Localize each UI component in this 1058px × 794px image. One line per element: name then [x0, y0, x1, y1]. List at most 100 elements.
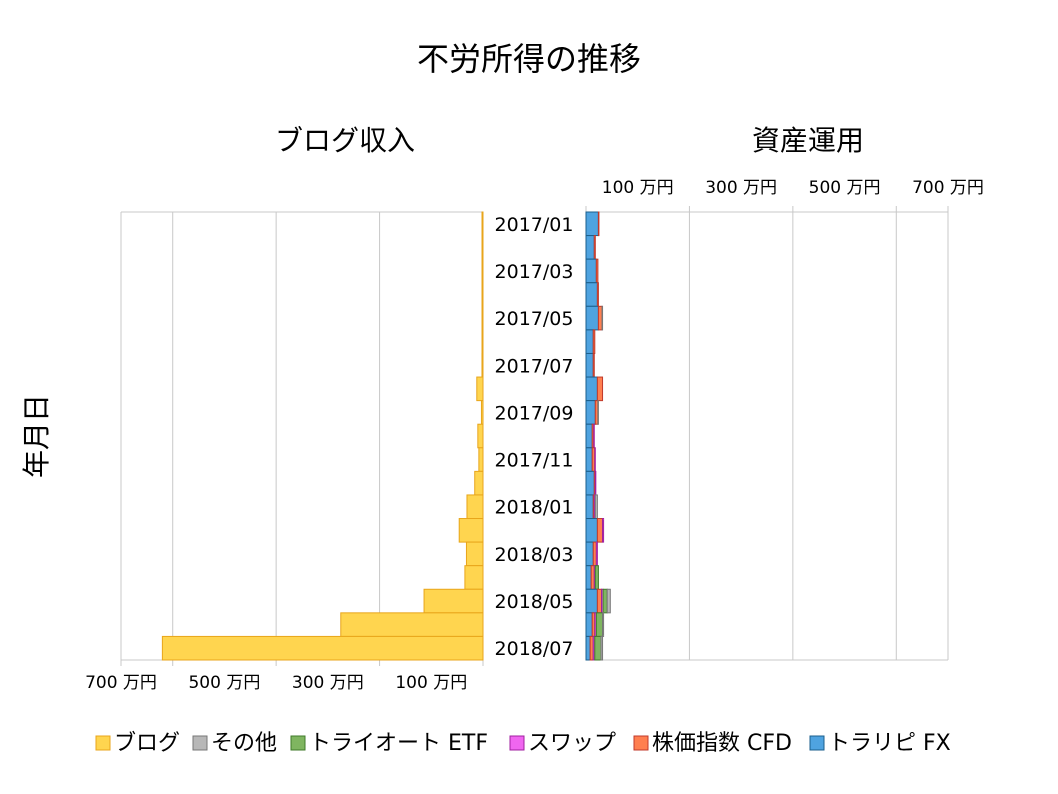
left-tick-label: 100 万円: [395, 673, 467, 693]
left-tick-label: 700 万円: [85, 673, 157, 693]
date-tick-label: 2017/01: [495, 214, 574, 236]
left-tick-labels: 700 万円 500 万円 300 万円 100 万円: [85, 673, 467, 693]
investment-bar: [585, 423, 593, 449]
investment-bar: [592, 352, 595, 378]
investment-bar: [597, 305, 603, 331]
blog-bar: [481, 282, 484, 307]
legend-swatch: [809, 735, 825, 751]
blog-bar: [481, 258, 484, 284]
investment-bar: [602, 612, 605, 637]
investment-bar: [585, 211, 599, 237]
investment-bar: [595, 541, 598, 567]
blog-bar: [423, 588, 484, 614]
legend-label: 株価指数 CFD: [652, 731, 792, 756]
investment-bar: [585, 400, 596, 425]
investment-bar: [585, 612, 593, 637]
investment-bar: [595, 258, 599, 284]
investment-bar: [585, 541, 594, 567]
date-tick-label: 2018/07: [495, 638, 574, 660]
legend: ブログ その他 トライオート ETF スワップ 株価指数 CFD トラリピ FX: [95, 731, 951, 756]
investment-bar: [585, 635, 591, 661]
y-axis-label: 年月日: [20, 394, 53, 478]
left-panel-subtitle: ブログ収入: [275, 124, 415, 157]
investment-bar: [585, 235, 595, 260]
investment-bar: [594, 470, 597, 496]
investment-bar: [594, 494, 598, 520]
investment-bar: [585, 258, 597, 284]
date-tick-label: 2017/11: [495, 450, 574, 472]
legend-label: トラリピ FX: [828, 731, 951, 756]
blog-bar: [476, 376, 484, 402]
right-tick-labels: 100 万円 300 万円 500 万円 700 万円: [602, 178, 984, 198]
right-panel-subtitle: 資産運用: [752, 124, 864, 157]
investment-bar: [597, 211, 600, 237]
right-bars: [585, 211, 611, 661]
date-tick-label: 2017/09: [495, 402, 574, 424]
investment-bar: [592, 329, 596, 354]
investment-bar: [602, 588, 608, 614]
right-tick-label: 700 万円: [912, 178, 984, 198]
blog-bar: [464, 565, 484, 590]
right-tick-label: 100 万円: [602, 178, 674, 198]
investment-bar: [601, 305, 604, 331]
blog-bar: [478, 447, 484, 472]
date-tick-label: 2018/05: [495, 591, 574, 613]
left-tick-label: 300 万円: [292, 673, 364, 693]
investment-bar: [585, 305, 599, 331]
legend-label: トライオート ETF: [309, 731, 488, 756]
blog-bar: [481, 352, 484, 378]
chart-title: 不労所得の推移: [417, 40, 641, 78]
date-tick-label: 2017/05: [495, 308, 574, 330]
investment-bar: [594, 447, 596, 472]
date-tick-label: 2017/07: [495, 355, 574, 377]
investment-bar: [585, 518, 598, 543]
investment-bar: [596, 282, 599, 307]
right-tick-label: 500 万円: [809, 178, 881, 198]
investment-bar: [585, 470, 595, 496]
blog-bar: [481, 329, 484, 354]
left-tick-label: 500 万円: [188, 673, 260, 693]
investment-bar: [606, 588, 611, 614]
legend-swatch: [633, 735, 649, 751]
legend-swatch: [290, 735, 306, 751]
left-bars: [161, 211, 484, 661]
investment-bar: [585, 352, 594, 378]
investment-bar: [594, 635, 602, 661]
blog-bar: [481, 235, 484, 260]
investment-bar: [596, 376, 604, 402]
blog-bar: [481, 211, 484, 237]
legend-label: ブログ: [114, 731, 180, 756]
blog-bar: [340, 612, 484, 637]
blog-bar: [466, 494, 484, 520]
investment-bar: [600, 635, 604, 661]
investment-bar: [585, 588, 598, 614]
investment-bar: [585, 329, 594, 354]
blog-bar: [465, 541, 484, 567]
legend-swatch: [192, 735, 208, 751]
investment-bar: [593, 235, 596, 260]
investment-bar: [585, 447, 593, 472]
legend-swatch: [509, 735, 525, 751]
investment-bar: [596, 518, 604, 543]
date-tick-label: 2018/01: [495, 497, 574, 519]
investment-bar: [602, 518, 605, 543]
investment-bar: [596, 588, 603, 614]
blog-bar: [474, 470, 484, 496]
investment-bar: [585, 494, 594, 520]
legend-label: スワップ: [528, 731, 616, 756]
date-tick-label: 2018/03: [495, 544, 574, 566]
date-tick-label: 2017/03: [495, 261, 574, 283]
investment-bar: [593, 423, 595, 449]
blog-bar: [161, 635, 484, 661]
investment-bar: [597, 400, 599, 425]
blog-bar: [480, 400, 484, 425]
blog-bar: [481, 305, 484, 331]
investment-bar: [585, 282, 598, 307]
legend-label: その他: [211, 731, 277, 756]
right-tick-label: 300 万円: [705, 178, 777, 198]
investment-bar: [585, 376, 598, 402]
legend-swatch: [95, 735, 111, 751]
blog-bar: [477, 423, 484, 449]
investment-bar: [594, 565, 599, 590]
